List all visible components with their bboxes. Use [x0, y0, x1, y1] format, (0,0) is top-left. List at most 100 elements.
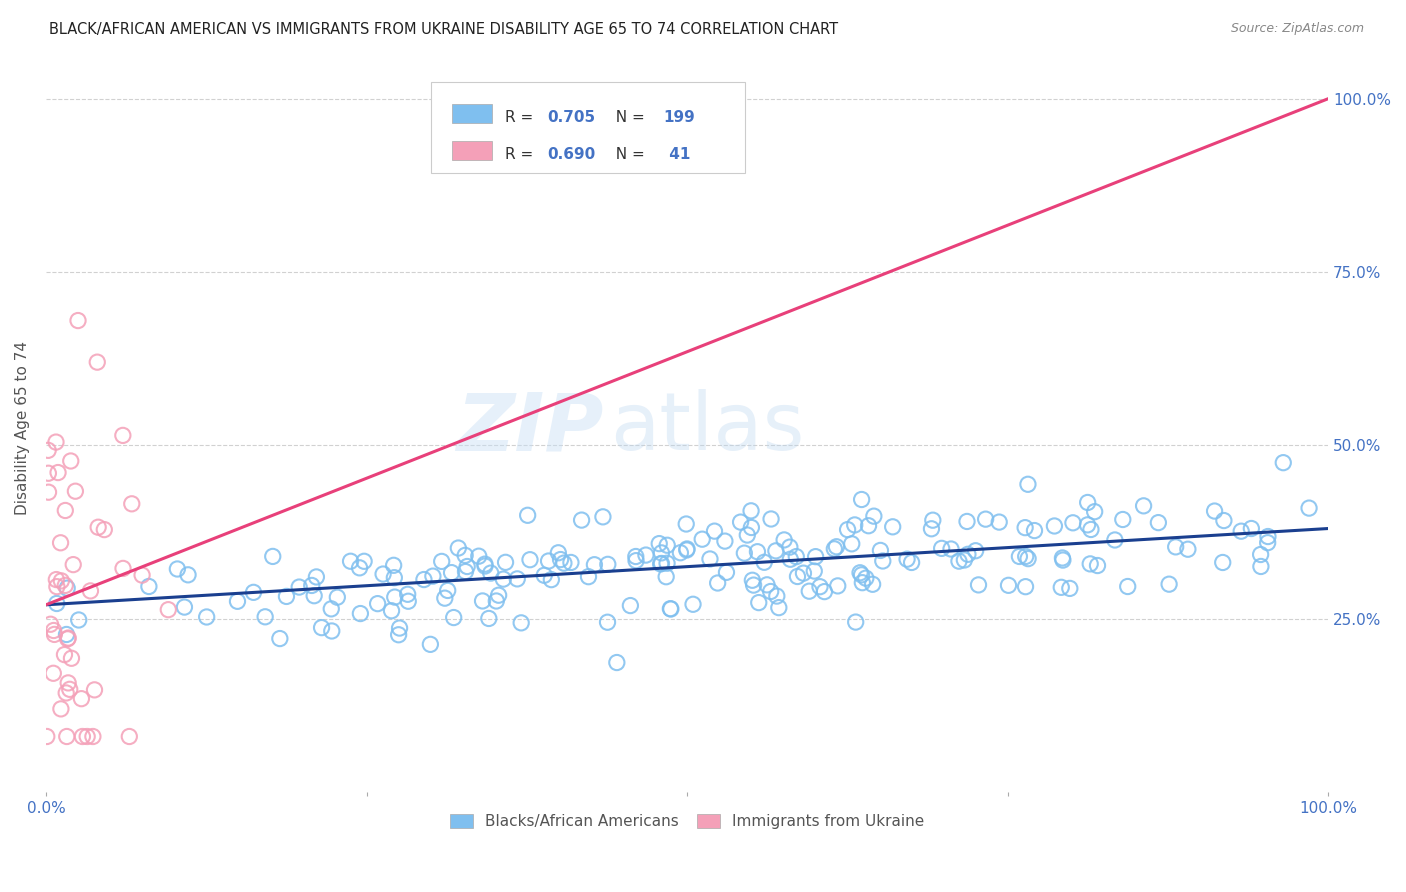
Point — [675, 543, 697, 558]
Point — [533, 568, 555, 582]
Point — [956, 515, 979, 529]
Point — [519, 552, 541, 566]
Point — [703, 524, 725, 538]
Point — [759, 512, 782, 526]
Point — [87, 520, 110, 534]
Point — [766, 589, 789, 603]
Point — [53, 648, 76, 662]
Text: ZIP: ZIP — [457, 389, 603, 467]
Point — [1087, 558, 1109, 573]
Point — [488, 588, 510, 602]
Point — [690, 532, 713, 546]
Point — [659, 601, 682, 615]
Point — [305, 570, 328, 584]
Point — [55, 730, 77, 744]
Point — [948, 554, 970, 568]
Point — [76, 730, 98, 744]
Point — [157, 602, 180, 616]
Point — [669, 546, 692, 560]
Point — [675, 516, 697, 531]
Point — [779, 552, 801, 566]
Point — [650, 557, 672, 571]
Point — [302, 589, 325, 603]
Point — [863, 509, 886, 524]
Point — [754, 555, 776, 569]
Point — [53, 578, 76, 592]
Point — [837, 523, 859, 537]
Point — [59, 454, 82, 468]
Point — [118, 730, 141, 744]
Point — [733, 546, 755, 560]
Point — [65, 484, 87, 499]
Point — [1212, 556, 1234, 570]
Point — [321, 624, 343, 638]
Y-axis label: Disability Age 65 to 74: Disability Age 65 to 74 — [15, 341, 30, 515]
Point — [956, 547, 979, 561]
Point — [974, 512, 997, 526]
Point — [56, 676, 79, 690]
Point — [1014, 580, 1036, 594]
Point — [55, 686, 77, 700]
Text: 0.705: 0.705 — [547, 111, 595, 125]
Point — [592, 509, 614, 524]
Point — [326, 591, 349, 605]
Point — [804, 549, 827, 564]
Point — [396, 594, 419, 608]
Point — [657, 538, 679, 552]
Point — [803, 564, 825, 578]
Point — [349, 561, 371, 575]
Point — [86, 355, 108, 369]
Point — [430, 554, 453, 568]
Point — [1062, 516, 1084, 530]
Bar — [453, 141, 492, 161]
Point — [648, 536, 671, 550]
Point — [682, 597, 704, 611]
Point — [1052, 551, 1074, 566]
Point — [813, 584, 835, 599]
Point — [1298, 501, 1320, 516]
Point — [851, 567, 873, 582]
Point — [730, 515, 752, 529]
Point — [35, 730, 58, 744]
Point — [740, 520, 762, 534]
Point — [37, 467, 59, 481]
Point — [1084, 505, 1107, 519]
Point — [655, 556, 678, 570]
Point — [792, 566, 814, 581]
Point — [785, 549, 807, 564]
Point — [495, 555, 517, 569]
Point — [45, 435, 67, 450]
Point — [855, 571, 877, 585]
Point — [756, 578, 779, 592]
Point — [353, 554, 375, 568]
Point — [371, 567, 394, 582]
Point — [1204, 504, 1226, 518]
Point — [82, 730, 104, 744]
Text: N =: N = — [606, 111, 650, 125]
Point — [49, 702, 72, 716]
Text: R =: R = — [505, 147, 538, 162]
Point — [1159, 577, 1181, 591]
Point — [321, 602, 343, 616]
Point — [121, 497, 143, 511]
Point — [1078, 557, 1101, 571]
Point — [988, 515, 1011, 529]
Point — [440, 566, 463, 580]
Point — [422, 569, 444, 583]
Point — [596, 558, 619, 572]
Point — [537, 554, 560, 568]
Point — [177, 567, 200, 582]
Point — [741, 574, 763, 588]
Point — [1052, 553, 1074, 567]
Point — [388, 621, 411, 635]
Point — [931, 541, 953, 556]
Point — [650, 557, 672, 571]
Point — [650, 546, 672, 560]
Point — [55, 627, 77, 641]
Point — [269, 632, 291, 646]
Point — [747, 545, 769, 559]
Point — [58, 631, 80, 645]
Text: 41: 41 — [664, 147, 690, 162]
Point — [619, 599, 641, 613]
Point — [301, 578, 323, 592]
